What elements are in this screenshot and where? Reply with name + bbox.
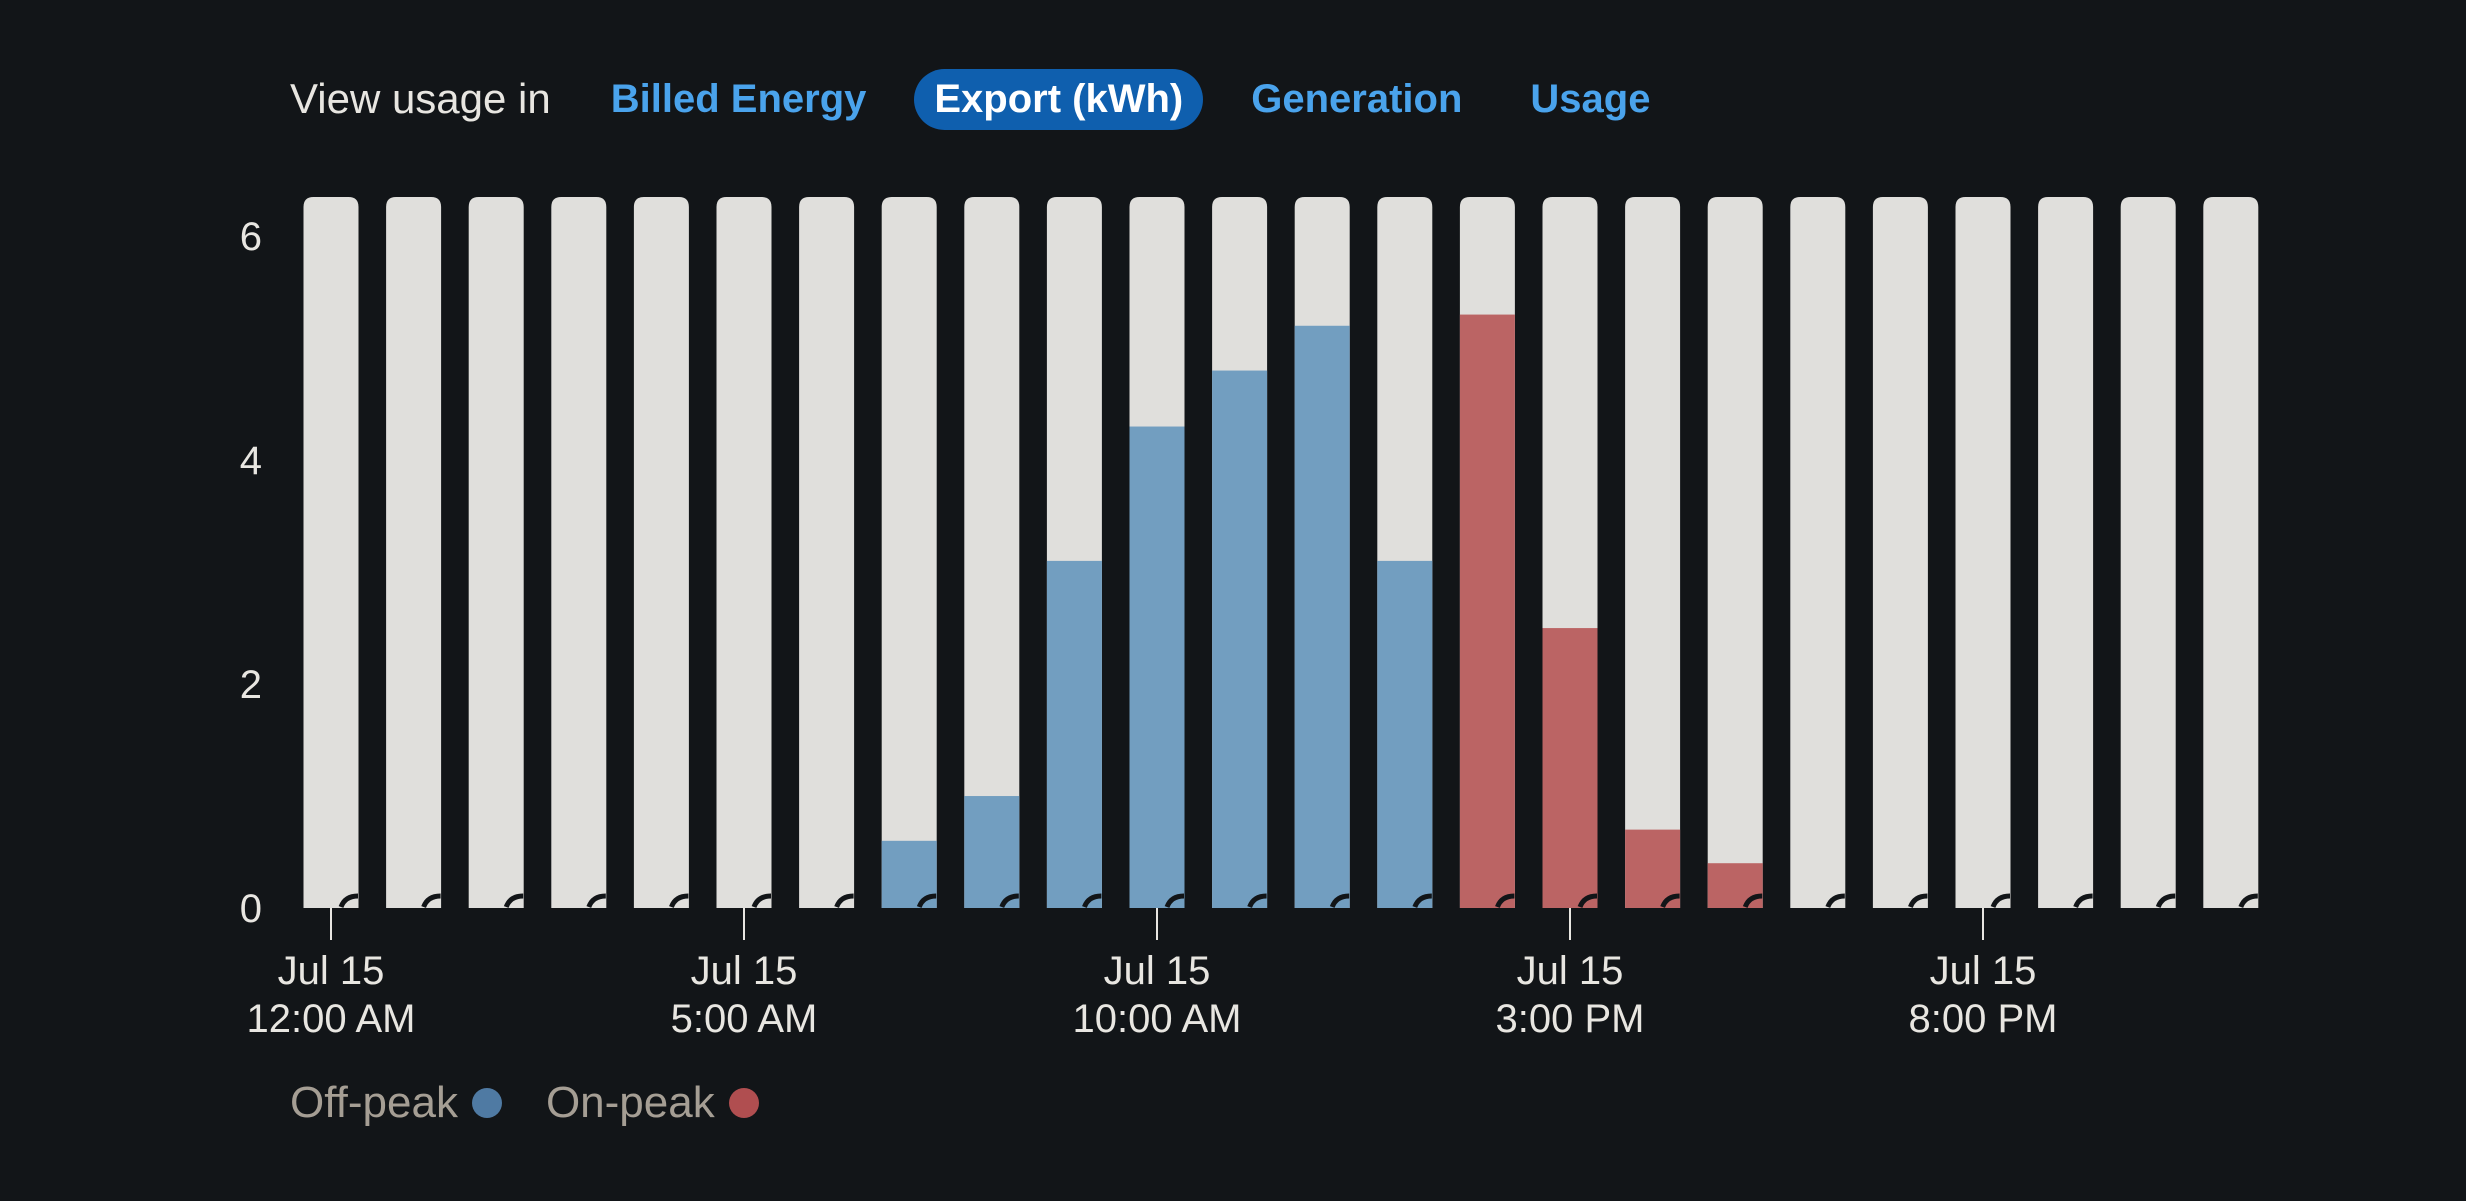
bar-on-peak [1707, 863, 1763, 908]
legend-item-off-peak: Off-peak [290, 1078, 502, 1128]
bar-on-peak [1542, 628, 1598, 908]
bar-background [881, 197, 937, 908]
bar-background [386, 197, 442, 908]
bar-notch [586, 893, 606, 908]
legend-label-off-peak: Off-peak [290, 1078, 458, 1127]
x-tick-label-date: Jul 15 [1930, 949, 2037, 993]
bar-off-peak [964, 796, 1020, 908]
bar-background [633, 197, 689, 908]
bar-notch [1825, 893, 1845, 908]
bar-notch [421, 893, 441, 908]
bar-notch [834, 893, 854, 908]
bar-notch [669, 893, 689, 908]
bar-notch [338, 893, 359, 908]
bar-notch [1660, 893, 1680, 908]
bar-notch [1082, 893, 1102, 908]
x-tick-label-date: Jul 15 [1517, 949, 1624, 993]
bar-notch [1990, 893, 2011, 908]
bar-on-peak [1459, 314, 1515, 909]
bar-notch [1164, 893, 1185, 908]
bar-notch [2155, 893, 2176, 908]
bar-notch [1495, 893, 1515, 908]
legend-swatch-off-peak [471, 1088, 502, 1118]
x-tick-label-date: Jul 15 [1104, 949, 1211, 993]
bar-background [2038, 197, 2094, 908]
bar-background [468, 197, 524, 908]
bar-notch [916, 893, 937, 908]
x-tick-label-date: Jul 15 [278, 949, 385, 993]
bar-notch [1412, 893, 1432, 908]
bar-background [964, 197, 1020, 908]
bar-background [1872, 197, 1928, 908]
bar-background [1955, 197, 2011, 908]
x-tick-label-time: 12:00 AM [246, 997, 415, 1041]
tab-export-kwh[interactable]: Export (kWh) [914, 68, 1204, 130]
view-usage-label: View usage in [290, 75, 551, 122]
bar-notch [2073, 893, 2093, 908]
bar-notch [2238, 893, 2258, 908]
bar-background [1707, 197, 1763, 908]
y-tick-label: 2 [240, 663, 262, 707]
bar-background [2120, 197, 2176, 908]
bar-off-peak [1129, 426, 1185, 908]
x-tick-label-time: 3:00 PM [1496, 997, 1645, 1041]
bar-notch [999, 893, 1019, 908]
bar-background [551, 197, 607, 908]
legend-label-on-peak: On-peak [545, 1078, 715, 1127]
chart-legend: Off-peak On-peak [290, 1075, 803, 1131]
bar-notch [1577, 893, 1598, 908]
x-tick-label-time: 10:00 AM [1072, 997, 1241, 1041]
bar-off-peak [1377, 560, 1433, 908]
view-usage-selector: View usage in Billed Energy Export (kWh)… [290, 66, 1698, 132]
y-tick-label: 6 [240, 215, 262, 259]
bar-background [1625, 197, 1681, 908]
x-tick-label-time: 8:00 PM [1909, 997, 2058, 1041]
bar-background [2203, 197, 2259, 908]
legend-swatch-on-peak [728, 1088, 759, 1118]
bar-off-peak [1294, 325, 1350, 908]
y-tick-label: 0 [240, 887, 262, 931]
bar-background [1790, 197, 1846, 908]
y-tick-label: 4 [240, 439, 262, 483]
bar-notch [751, 893, 772, 908]
bar-background [716, 197, 772, 908]
legend-item-on-peak: On-peak [546, 1078, 759, 1128]
bar-notch [1742, 893, 1763, 908]
bar-notch [1329, 893, 1350, 908]
bar-notch [1247, 893, 1267, 908]
bar-off-peak [1212, 370, 1268, 909]
bar-off-peak [1046, 560, 1102, 908]
bar-notch [1908, 893, 1928, 908]
tab-usage[interactable]: Usage [1530, 76, 1651, 121]
tab-billed-energy[interactable]: Billed Energy [610, 76, 867, 121]
bar-notch [503, 893, 524, 908]
x-tick-label-time: 5:00 AM [671, 997, 818, 1041]
bar-background [303, 197, 359, 908]
bar-background [799, 197, 855, 908]
tab-generation[interactable]: Generation [1251, 76, 1463, 121]
x-tick-label-date: Jul 15 [691, 949, 798, 993]
